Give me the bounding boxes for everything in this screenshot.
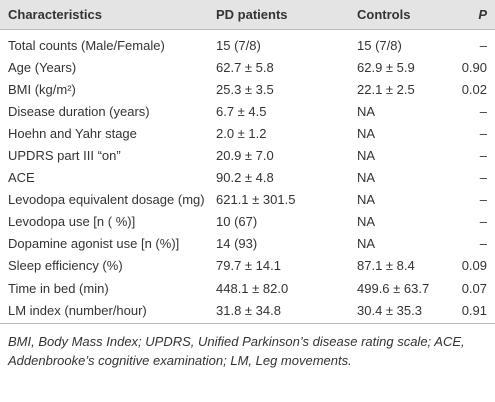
table-cell: 10 (67) <box>216 214 258 230</box>
table-cell: NA <box>357 170 376 186</box>
table-cell: 79.7 ± 14.1 <box>216 258 281 274</box>
table-cell: NA <box>357 214 376 230</box>
table-cell: – <box>479 148 487 164</box>
table-cell: Time in bed (min) <box>8 280 109 296</box>
table-cell: Total counts (Male/Female) <box>8 37 165 53</box>
table-cell: 31.8 ± 34.8 <box>208 299 349 325</box>
table-cell: 2.0 ± 1.2 <box>216 125 267 141</box>
table-row: Hoehn and Yahr stage 2.0 ± 1.2 NA – <box>0 122 495 144</box>
table-row: Time in bed (min) 448.1 ± 82.0 499.6 ± 63.… <box>0 277 495 299</box>
table-row: Levodopa use [n ( %)] 10 (67) NA – <box>0 211 495 233</box>
table-cell: 25.3 ± 3.5 <box>216 81 274 97</box>
table-row: BMI (kg/m²) 25.3 ± 3.5 22.1 ± 2.5 0.02 <box>0 78 495 100</box>
table-cell: 448.1 ± 82.0 <box>216 280 289 296</box>
table-cell: 0.90 <box>461 59 487 75</box>
table-cell: Age (Years) <box>8 59 77 75</box>
table-cell: NA <box>357 125 376 141</box>
table-cell: 0.07 <box>461 280 487 296</box>
table-cell: NA <box>357 103 376 119</box>
table-cell: UPDRS part III “on” <box>8 148 121 164</box>
table-cell: Levodopa equivalent dosage (mg) <box>8 192 205 208</box>
table-cell: 15 (7/8) <box>357 37 402 53</box>
table-cell: NA <box>357 192 376 208</box>
table-cell: 0.09 <box>461 258 487 274</box>
table-cell: 62.9 ± 5.9 <box>357 59 415 75</box>
table-cell: 621.1 ± 301.5 <box>216 192 296 208</box>
table-cell: NA <box>357 148 376 164</box>
table-cell: 30.4 ± 35.3 <box>349 299 449 325</box>
header-cell: Characteristics <box>0 0 208 30</box>
table-cell: 499.6 ± 63.7 <box>357 280 430 296</box>
table-cell: – <box>479 103 487 119</box>
table-cell: – <box>479 214 487 230</box>
table-cell: 0.91 <box>449 299 495 325</box>
header-cell: P <box>449 0 495 30</box>
characteristics-table: Characteristics PD patients Controls P Tota… <box>0 0 495 325</box>
table-cell: – <box>479 192 487 208</box>
table-cell: 90.2 ± 4.8 <box>216 170 274 186</box>
table-row: Total counts (Male/Female) 15 (7/8) 15 (7/… <box>0 30 495 57</box>
table-cell: Dopamine agonist use [n (%)] <box>8 236 180 252</box>
table-row: Levodopa equivalent dosage (mg) 621.1 ± 3… <box>0 189 495 211</box>
table-row: UPDRS part III “on” 20.9 ± 7.0 NA – <box>0 144 495 166</box>
table-row: Sleep efficiency (%) 79.7 ± 14.1 87.1 ± 8.… <box>0 255 495 277</box>
table-cell: 22.1 ± 2.5 <box>357 81 415 97</box>
table-cell: LM index (number/hour) <box>0 299 208 325</box>
table-cell: – <box>479 236 487 252</box>
table-cell: NA <box>357 236 376 252</box>
table-cell: 14 (93) <box>216 236 258 252</box>
table-cell: 62.7 ± 5.8 <box>216 59 274 75</box>
table-row: LM index (number/hour) 31.8 ± 34.8 30.4 ± … <box>0 299 495 325</box>
table-cell: Hoehn and Yahr stage <box>8 125 137 141</box>
table-row: Age (Years) 62.7 ± 5.8 62.9 ± 5.9 0.90 <box>0 56 495 78</box>
table-row: ACE 90.2 ± 4.8 NA – <box>0 167 495 189</box>
table-cell: 15 (7/8) <box>216 37 261 53</box>
table-cell: Levodopa use [n ( %)] <box>8 214 136 230</box>
table-cell: BMI (kg/m²) <box>8 81 76 97</box>
table-cell: 6.7 ± 4.5 <box>216 103 267 119</box>
table-cell: ACE <box>8 170 35 186</box>
table-cell: – <box>479 37 487 53</box>
table-cell: – <box>479 170 487 186</box>
table-cell: – <box>479 125 487 141</box>
table-cell: 0.02 <box>461 81 487 97</box>
table-cell: 87.1 ± 8.4 <box>357 258 415 274</box>
table-cell: Sleep efficiency (%) <box>8 258 123 274</box>
footnote: BMI, Body Mass Index; UPDRS, Unified Par… <box>8 334 465 368</box>
table-row: Disease duration (years) 6.7 ± 4.5 NA – <box>0 100 495 122</box>
table-row: Dopamine agonist use [n (%)] 14 (93) NA – <box>0 233 495 255</box>
table-cell: Disease duration (years) <box>8 103 150 119</box>
table-cell: 20.9 ± 7.0 <box>216 148 274 164</box>
table-body: Total counts (Male/Female) 15 (7/8) 15 (7/… <box>0 30 495 325</box>
header-cell: PD patients <box>208 0 349 30</box>
header-row: Characteristics PD patients Controls P <box>0 0 495 30</box>
header-cell: Controls <box>349 0 449 30</box>
